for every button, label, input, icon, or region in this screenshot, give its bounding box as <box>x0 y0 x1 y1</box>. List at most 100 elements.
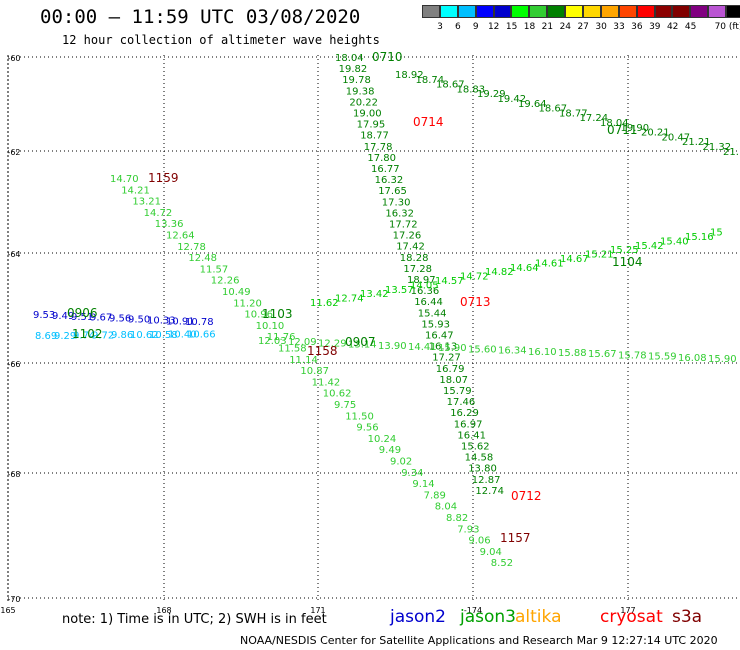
legend-swatch <box>618 5 637 18</box>
wave-height-value: 9.86 <box>111 330 133 341</box>
wave-height-value: 14.58 <box>465 453 494 464</box>
wave-height-value: 20.22 <box>349 97 378 108</box>
wave-height-value: 9.67 <box>90 313 112 324</box>
wave-height-value: 11.50 <box>345 411 374 422</box>
wave-height-value: 16.08 <box>678 353 707 364</box>
wave-height-value: 16.97 <box>454 419 483 430</box>
wave-height-value: 15.16 <box>685 232 714 243</box>
wave-height-value: 16.34 <box>498 346 527 357</box>
track-0712: 0712 <box>511 489 542 503</box>
wave-height-value: 7.93 <box>457 524 479 535</box>
wave-height-value: 8.52 <box>491 558 513 569</box>
legend-altika: altika <box>515 607 562 627</box>
legend-swatch <box>422 5 440 18</box>
wave-height-value: 10.62 <box>130 330 159 341</box>
wave-height-value: 21.21 <box>682 137 711 148</box>
wave-height-value: 18.67 <box>539 104 568 115</box>
credit-line: NOAA/NESDIS Center for Satellite Applica… <box>240 634 718 647</box>
wave-height-value: 17.72 <box>389 220 418 231</box>
legend-swatch <box>708 5 727 18</box>
wave-height-value: 19.29 <box>477 89 506 100</box>
wave-height-value: 14.05 <box>410 280 439 291</box>
wave-height-value: 18.07 <box>439 375 468 386</box>
legend-swatch <box>457 5 476 18</box>
legend-label: 21 <box>541 22 554 32</box>
legend-swatch <box>690 5 709 18</box>
wave-height-value: 18.04 <box>600 118 629 129</box>
wave-height-value: 14.61 <box>535 258 564 269</box>
legend-swatch <box>439 5 458 18</box>
chart-title: 00:00 – 11:59 UTC 03/08/2020 <box>40 6 361 28</box>
legend-swatch <box>600 5 619 18</box>
legend-label: 9 <box>472 22 479 32</box>
pass-time-label: 0907 <box>345 335 376 349</box>
wave-height-value: 17.27 <box>432 353 461 364</box>
wave-height-value: 9.14 <box>412 479 434 490</box>
legend-label: 3 <box>437 22 443 32</box>
wave-height-value: 16.10 <box>528 347 557 358</box>
wave-height-value: 14.67 <box>560 254 589 265</box>
legend-label: 42 <box>666 22 679 32</box>
wave-height-value: 14.72 <box>144 208 173 219</box>
wave-height-value: 17.95 <box>357 120 386 131</box>
wave-height-value: 14.70 <box>110 174 139 185</box>
wave-height-value: 21.32 <box>703 142 732 153</box>
wave-height-value: 17.78 <box>364 142 393 153</box>
track-0710: 18.0419.8219.7819.3820.2219.0017.9518.77… <box>335 50 504 497</box>
track-1102: 8.699.299.749.729.8610.6210.5810.4010.66… <box>35 327 216 342</box>
wave-height-value: 9.49 <box>52 311 74 322</box>
wave-height-value: 18.92 <box>395 70 424 81</box>
wave-height-value: 9.56 <box>109 314 131 325</box>
legend-swatch <box>511 5 530 18</box>
wave-height-value: 17.26 <box>393 231 422 242</box>
wave-height-value: 11.14 <box>289 355 318 366</box>
legend-label: 18 <box>523 22 536 32</box>
wave-height-value: 12.48 <box>188 253 217 264</box>
latitude-tick-label: -60 <box>7 54 20 63</box>
wave-height-value: 11.42 <box>312 377 341 388</box>
wave-height-value: 12.74 <box>475 486 504 497</box>
longitude-tick-label: 165 <box>0 606 15 615</box>
wave-height-value: 16.41 <box>457 430 486 441</box>
latitude-tick-label: -66 <box>7 360 20 369</box>
wave-height-value: 12.87 <box>472 475 501 486</box>
wave-height-value: 12.03 <box>258 336 287 347</box>
wave-height-value: 9.53 <box>33 310 55 321</box>
wave-height-value: 15.25 <box>610 245 639 256</box>
wave-height-value: 16.32 <box>375 175 404 186</box>
wave-height-value: 20.21 <box>641 128 670 139</box>
legend-s3a: s3a <box>672 607 703 627</box>
latitude-tick-label: -64 <box>7 250 20 259</box>
wave-height-value: 17.24 <box>580 113 609 124</box>
legend-label: 30 <box>595 22 607 32</box>
wave-height-value: 9.06 <box>468 536 490 547</box>
legend-label: 33 <box>613 22 625 32</box>
wave-height-value: 9.75 <box>334 400 356 411</box>
wave-height-value: 16.47 <box>425 331 454 342</box>
pass-time-label: 1104 <box>612 255 643 269</box>
wave-height-value: 14.21 <box>121 185 150 196</box>
legend-swatch <box>565 5 584 18</box>
latitude-tick-label: -70 <box>7 595 20 604</box>
legend-label: 39 <box>649 22 661 32</box>
wave-height-value: 9.56 <box>356 423 378 434</box>
wave-height-value: 19.00 <box>353 109 382 120</box>
wave-height-value: 15.21 <box>585 250 614 261</box>
wave-height-value: 11.57 <box>200 264 229 275</box>
wave-height-value: 15.90 <box>708 354 737 365</box>
legend-jason3: jason3 <box>460 607 516 627</box>
wave-height-value: 12.29 <box>318 338 347 349</box>
wave-height-value: 17.30 <box>382 197 411 208</box>
wave-height-value: 15.90 <box>438 343 467 354</box>
wave-height-value: 10.10 <box>256 321 285 332</box>
wave-height-value: 13.36 <box>155 219 184 230</box>
wave-height-value: 16.77 <box>371 164 400 175</box>
wave-height-value: 17.28 <box>403 264 432 275</box>
track-1103: 1103 <box>262 307 293 321</box>
pass-time-label: 1158 <box>307 344 338 358</box>
legend-cryosat: cryosat <box>600 607 663 627</box>
wave-height-value: 15.59 <box>648 352 677 363</box>
wave-height-value: 15.88 <box>558 348 587 359</box>
legend-jason2: jason2 <box>390 607 446 627</box>
